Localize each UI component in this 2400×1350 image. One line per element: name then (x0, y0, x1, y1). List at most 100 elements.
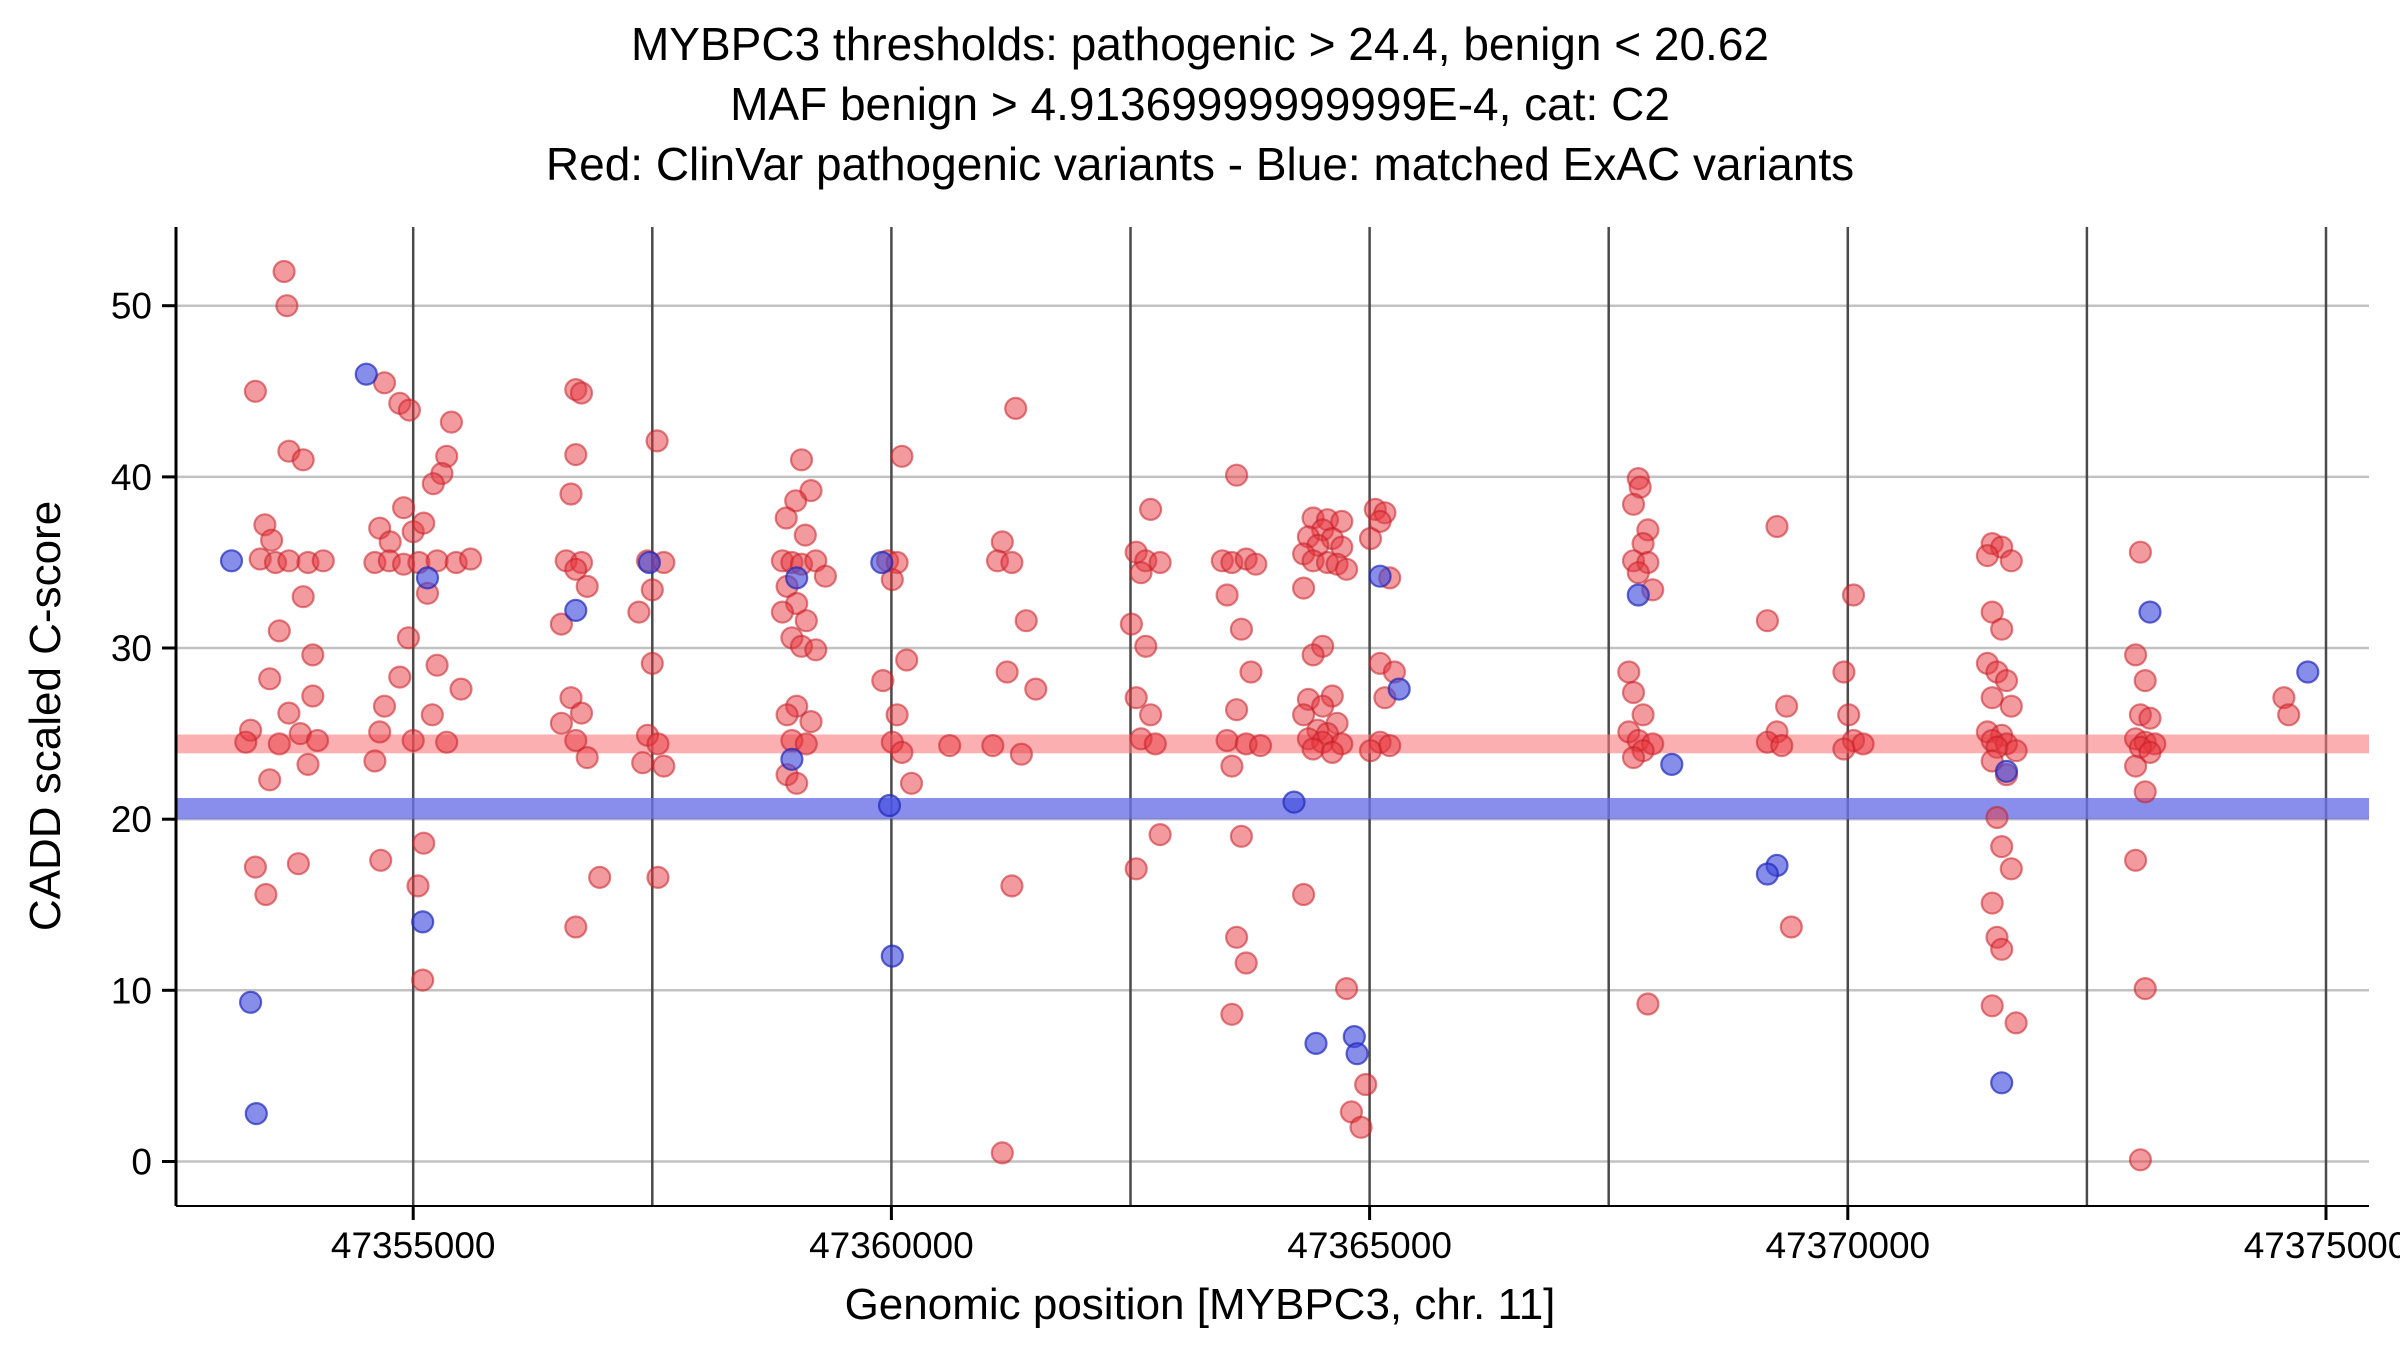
data-point-pathogenic (990, 530, 1014, 554)
data-point-pathogenic (871, 668, 895, 693)
data-point-pathogenic (1851, 732, 1875, 756)
data-point-pathogenic (1841, 583, 1866, 607)
data-point-pathogenic (1291, 576, 1316, 600)
data-point-pathogenic (627, 600, 651, 624)
data-point-pathogenic (396, 626, 420, 650)
data-point-pathogenic (1770, 733, 1794, 758)
data-point-pathogenic (1248, 733, 1273, 758)
data-point-pathogenic (890, 444, 914, 468)
data-point-pathogenic (652, 754, 676, 778)
data-point-pathogenic (2128, 540, 2152, 564)
x-tick-label: 47360000 (809, 1225, 974, 1266)
data-point-pathogenic (564, 728, 588, 753)
data-point-pathogenic (1378, 733, 1402, 758)
data-point-exac (1755, 862, 1780, 886)
data-point-pathogenic (411, 968, 435, 992)
data-point-pathogenic (388, 665, 412, 689)
data-point-pathogenic (1301, 643, 1325, 667)
data-point-pathogenic (770, 600, 795, 624)
data-point-pathogenic (1358, 739, 1383, 763)
data-point-pathogenic (291, 448, 315, 472)
data-point-pathogenic (258, 768, 282, 792)
data-point-pathogenic (1999, 694, 2023, 718)
data-point-pathogenic (1291, 703, 1316, 727)
data-point-pathogenic (2124, 754, 2148, 778)
data-point-pathogenic (1224, 698, 1249, 722)
data-point-exac (785, 566, 809, 590)
data-point-pathogenic (1009, 742, 1034, 766)
data-point-pathogenic (277, 549, 301, 573)
data-point-exac (1626, 583, 1650, 607)
data-point-pathogenic (1990, 937, 2014, 961)
data-point-exac (415, 566, 440, 590)
data-point-pathogenic (564, 557, 588, 581)
data-point-pathogenic (575, 745, 599, 770)
y-tick-label: 10 (111, 970, 152, 1011)
data-point-pathogenic (631, 751, 655, 775)
x-tick-label: 47365000 (1287, 1225, 1452, 1266)
data-point-exac (1387, 677, 1411, 701)
data-point-pathogenic (1234, 951, 1258, 975)
data-point-pathogenic (1143, 732, 1167, 756)
data-point-pathogenic (794, 609, 818, 633)
y-tick-label: 30 (111, 628, 152, 669)
chart-title-block: MYBPC3 thresholds: pathogenic > 24.4, be… (0, 14, 2400, 194)
data-point-pathogenic (804, 638, 828, 662)
data-point-pathogenic (1215, 728, 1239, 753)
data-point-pathogenic (1626, 561, 1650, 585)
data-point-pathogenic (588, 865, 612, 890)
data-point-pathogenic (1985, 805, 2009, 830)
data-point-pathogenic (813, 564, 838, 588)
data-point-pathogenic (449, 677, 473, 701)
data-point-pathogenic (2004, 739, 2028, 763)
data-point-exac (239, 990, 263, 1014)
data-point-pathogenic (267, 732, 291, 756)
data-point-pathogenic (1631, 703, 1655, 727)
data-point-pathogenic (275, 294, 299, 318)
data-point-pathogenic (794, 732, 818, 756)
data-point-pathogenic (1980, 686, 2004, 710)
data-point-exac (219, 549, 244, 573)
x-tick-label: 47355000 (331, 1225, 496, 1266)
data-point-exac (877, 793, 902, 818)
data-point-pathogenic (1994, 668, 2019, 693)
x-tick-label: 47375000 (2244, 1225, 2400, 1266)
data-point-pathogenic (243, 379, 267, 403)
data-point-pathogenic (1311, 694, 1335, 718)
data-point-pathogenic (254, 882, 278, 907)
data-point-exac (637, 550, 662, 575)
data-point-pathogenic (425, 653, 449, 677)
data-point-pathogenic (286, 852, 310, 876)
data-point-pathogenic (1220, 754, 1244, 778)
data-point-pathogenic (2133, 780, 2157, 804)
y-tick-label: 40 (111, 457, 152, 498)
data-point-pathogenic (291, 585, 315, 609)
data-point-pathogenic (260, 528, 284, 552)
data-point-pathogenic (1837, 703, 1861, 727)
data-point-pathogenic (2124, 848, 2148, 872)
data-point-exac (780, 747, 804, 771)
data-point-pathogenic (412, 831, 436, 855)
data-point-pathogenic (459, 547, 483, 571)
data-point-exac (1368, 564, 1392, 588)
data-point-pathogenic (439, 410, 463, 434)
data-point-exac (2138, 600, 2162, 624)
data-point-pathogenic (1999, 857, 2023, 881)
data-point-pathogenic (1215, 583, 1239, 607)
data-point-pathogenic (1999, 549, 2023, 573)
data-point-pathogenic (301, 684, 325, 708)
data-point-pathogenic (799, 709, 823, 734)
data-point-pathogenic (363, 749, 387, 773)
data-point-pathogenic (938, 733, 962, 758)
data-point-pathogenic (1119, 612, 1144, 636)
pathogenic-threshold-band (176, 734, 2369, 754)
data-point-pathogenic (1229, 824, 1254, 848)
data-point-pathogenic (1832, 660, 1856, 684)
data-point-exac (354, 362, 378, 386)
y-axis-title: CADD scaled C-score (21, 500, 70, 932)
data-point-pathogenic (258, 667, 282, 691)
data-point-pathogenic (880, 567, 904, 592)
data-point-pathogenic (412, 511, 436, 535)
data-point-pathogenic (1334, 557, 1359, 581)
x-axis-title: Genomic position [MYBPC3, chr. 11] (844, 1280, 1556, 1329)
